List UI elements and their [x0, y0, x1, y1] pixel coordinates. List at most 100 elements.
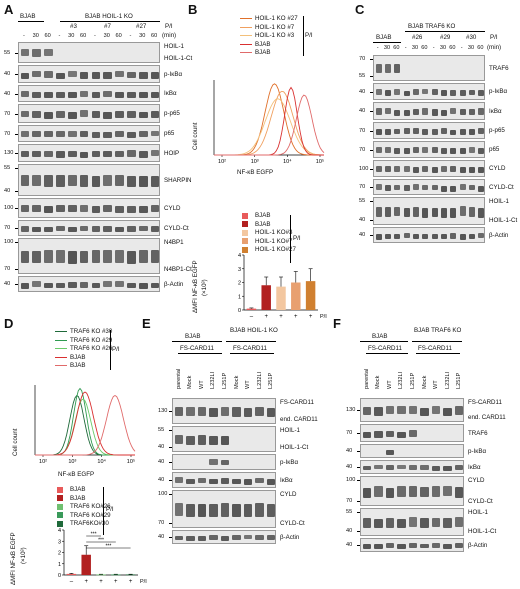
hist-tick-label: 10³ [251, 159, 259, 165]
e-blot-0-band [255, 407, 264, 417]
legend-line-swatch [55, 331, 67, 333]
a-blot-1-band [150, 72, 159, 79]
c-blot-8-band [450, 232, 457, 239]
bar-pi-label: P/I [140, 579, 147, 585]
c-blot-6-band [440, 185, 448, 192]
e-blot-3-band [186, 478, 195, 485]
legend-label: BJAB [255, 49, 271, 56]
c-lane-time: - [460, 45, 463, 51]
c-protein-label: HOIL-1 [489, 198, 509, 205]
a-blot-9-band [32, 250, 42, 264]
e-blot-5-band [255, 535, 264, 540]
a-blot-8-band [32, 226, 42, 233]
c-blot-4-band [412, 147, 420, 154]
a-blot-7-band [67, 205, 77, 213]
e-mw-marker: 40 [158, 534, 165, 540]
hist-tick-label: 10² [39, 459, 47, 465]
a-blot-7-band [91, 205, 101, 213]
c-blot-2-band [431, 109, 438, 116]
legend-label: TRAF6 KO #30 [70, 328, 113, 335]
a-blot-9-band [138, 250, 148, 263]
a-blot-2-band [44, 92, 53, 98]
c-blot-7-band [459, 206, 466, 217]
bar-y-tick-label: 2 [238, 281, 241, 287]
f-blot-0-band [420, 407, 429, 416]
c-blot-4-band [394, 147, 401, 154]
legend-label: BJAB [70, 362, 86, 369]
e-blot-0-band [232, 407, 241, 417]
e-blot-3-band [209, 478, 218, 485]
c-blot-6-band [459, 184, 466, 190]
f-mw-marker: 55 [346, 509, 353, 515]
bar-pi-mark: + [114, 579, 118, 585]
c-mw-marker: 40 [359, 217, 366, 223]
f-blot-4-band [431, 486, 441, 497]
f-blot-5-band [443, 518, 452, 528]
b-hist-ylabel: Cell count [192, 122, 199, 150]
a-blot-4-band [103, 131, 113, 138]
a-mw-marker: 70 [4, 225, 11, 231]
c-blot-2-band [394, 109, 401, 116]
a-blot-2-band [115, 92, 124, 99]
c-blot-2-band [422, 108, 429, 115]
c-blot-1-band [440, 90, 448, 97]
c-lane-time: 30 [383, 45, 391, 51]
c-blot-2-band [384, 108, 392, 115]
e-blot-5-band [174, 535, 184, 541]
hist-curve [214, 83, 324, 156]
f-mw-tick [357, 512, 360, 513]
sig-stars: *** [91, 532, 97, 538]
f-bracket-bjab [360, 341, 408, 342]
legend-label: HOIL-1 KO #3 [255, 32, 295, 39]
e-protein-label: end. CARD11 [280, 416, 318, 423]
c-blot-6-band [412, 184, 420, 191]
e-blot-3-band [174, 477, 184, 483]
f-blot-6 [360, 538, 464, 552]
bar-pi-mark: + [264, 314, 268, 320]
a-mw-tick [15, 133, 18, 135]
c-mw-tick [370, 201, 373, 202]
c-blot-2 [373, 102, 485, 120]
e-mw-tick [169, 480, 172, 481]
c-blot-6-band [384, 185, 392, 192]
a-blot-6-band [103, 174, 113, 186]
e-blot-0-band [174, 407, 184, 417]
bar-pi-mark: + [99, 579, 103, 585]
c-protein-label: TRAF6 [489, 64, 509, 72]
f-blot-1-band [397, 431, 406, 439]
c-blot-7-band [403, 207, 410, 218]
c-lane-time: 60 [421, 45, 428, 51]
f-fs-left: FS-CARD11 [368, 345, 402, 352]
e-lane-label: L251P [222, 372, 228, 389]
a-mw-tick [15, 153, 18, 154]
c-blot-5-band [450, 166, 457, 173]
a-blot-2-band [138, 92, 148, 99]
f-blot-1-band [374, 431, 383, 438]
e-blot-5-band [232, 535, 241, 541]
a-blot-3-band [44, 111, 53, 119]
a-mw-marker: 100 [4, 239, 14, 245]
a-protein-label: HOIL-1 [164, 43, 184, 50]
a-blot-5-band [67, 150, 77, 158]
legend-box-swatch [242, 229, 248, 236]
e-bracket-bjab [172, 341, 222, 342]
bar [111, 574, 121, 576]
c-blot-2-band [440, 109, 448, 117]
f-protein-label: CYLD-Ct [468, 498, 493, 505]
a-blot-1-band [20, 72, 30, 79]
e-lane-label: L232LI [256, 371, 263, 389]
c-blot-4-band [450, 148, 457, 155]
a-blot-7-band [115, 205, 124, 213]
sig-stars: *** [98, 538, 104, 544]
bar [246, 308, 257, 310]
a-group-ko: BJAB HOIL-1 KO [85, 13, 133, 20]
e-protein-label: HOIL-1-Ct [280, 444, 309, 451]
legend-label: BJAB [70, 353, 86, 361]
c-mw-marker: 100 [359, 165, 369, 172]
a-mw-marker: 40 [4, 281, 11, 287]
e-protein-label: HOIL-1 [280, 427, 300, 434]
c-blot-8-band [394, 233, 401, 240]
legend-box-swatch [57, 495, 63, 501]
a-lane-time: - [58, 33, 61, 39]
a-blot-2-band [20, 90, 30, 97]
